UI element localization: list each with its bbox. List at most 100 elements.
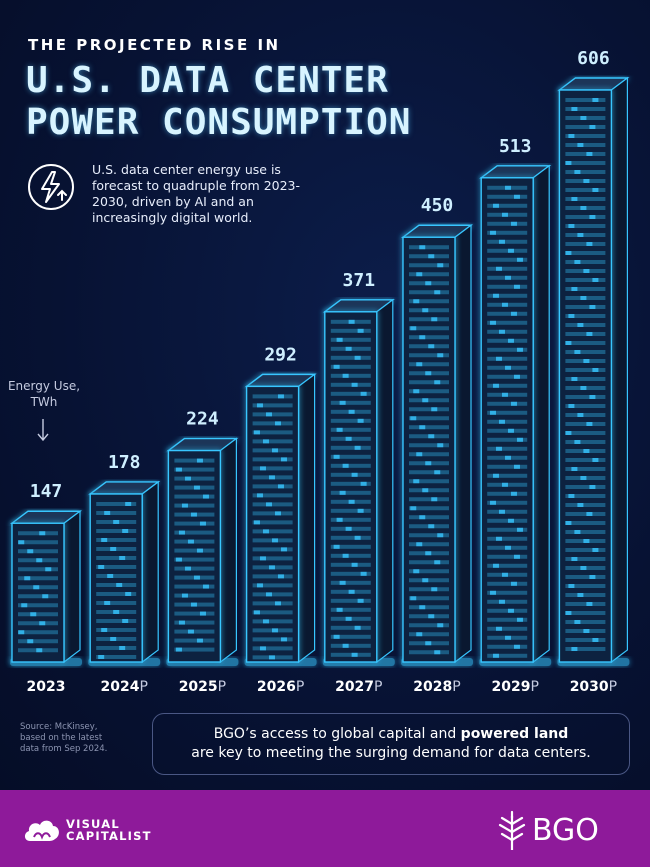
category-suffix: P (452, 679, 460, 695)
server-light (271, 538, 278, 543)
server-light (507, 608, 514, 613)
server-unit (96, 564, 137, 569)
server-unit (18, 612, 58, 617)
server-light (425, 461, 432, 466)
server-unit (565, 125, 606, 129)
y-axis-label-line2: TWh (30, 395, 58, 409)
server-light (104, 510, 111, 515)
server-unit (409, 560, 449, 565)
server-unit (330, 364, 371, 369)
server-unit (174, 629, 215, 634)
server-light (580, 566, 587, 570)
server-unit (487, 428, 528, 433)
server-unit (409, 263, 449, 268)
server-unit (487, 653, 528, 658)
server-light (565, 431, 572, 435)
server-unit (409, 380, 449, 385)
server-light (416, 452, 423, 457)
server-unit (330, 517, 371, 522)
server-unit (18, 576, 58, 581)
server-unit (330, 454, 371, 459)
server-light (413, 299, 420, 304)
server-unit (565, 458, 606, 462)
server-light (256, 493, 263, 498)
server-light (510, 581, 517, 586)
server-unit (174, 476, 215, 481)
server-unit (565, 611, 606, 615)
bar-2026 (244, 373, 317, 666)
server-unit (565, 431, 606, 435)
server-unit (565, 557, 606, 561)
server-light (425, 551, 432, 556)
server-unit (96, 654, 137, 659)
server-unit (96, 510, 137, 515)
server-light (422, 398, 429, 403)
server-light (39, 531, 46, 536)
server-unit (565, 260, 606, 264)
server-light (274, 421, 281, 426)
server-light (345, 616, 352, 621)
server-unit (565, 503, 606, 507)
server-light (339, 580, 346, 585)
server-light (354, 535, 361, 540)
bar-2027 (322, 298, 395, 666)
server-light (495, 266, 502, 271)
server-light (586, 242, 593, 246)
server-light (504, 545, 511, 550)
server-light (583, 269, 590, 273)
server-light (437, 533, 444, 538)
server-light (571, 467, 578, 471)
server-unit (330, 562, 371, 567)
bar-side-face (219, 437, 237, 664)
server-unit (252, 646, 293, 651)
server-unit (565, 485, 606, 489)
bar-front-face (480, 177, 534, 663)
server-unit (409, 479, 449, 484)
server-unit (96, 600, 137, 605)
server-unit (565, 134, 606, 138)
server-unit (409, 398, 449, 403)
server-unit (18, 630, 58, 635)
server-unit (409, 488, 449, 493)
server-unit (252, 547, 293, 552)
server-light (571, 107, 578, 111)
server-light (495, 356, 502, 361)
server-unit (330, 337, 371, 342)
server-unit (409, 470, 449, 475)
server-unit (330, 328, 371, 333)
server-light (489, 500, 496, 505)
server-light (434, 380, 441, 385)
server-unit (487, 329, 528, 334)
server-unit (409, 353, 449, 358)
server-unit (565, 404, 606, 408)
value-label: 224 (186, 409, 219, 430)
vc-line1: VISUAL (66, 817, 120, 831)
server-light (113, 609, 120, 614)
server-light (492, 383, 499, 388)
server-unit (409, 290, 449, 295)
server-light (501, 392, 508, 397)
server-light (419, 245, 426, 250)
server-light (580, 206, 587, 210)
server-unit (96, 501, 137, 506)
server-light (36, 648, 43, 653)
server-light (492, 473, 499, 478)
y-axis-label: Energy Use, TWh (6, 378, 82, 410)
server-light (30, 612, 37, 617)
server-light (574, 620, 581, 624)
server-unit (96, 618, 137, 623)
server-light (577, 413, 584, 417)
category-year: 2025 (179, 679, 218, 695)
server-unit (487, 266, 528, 271)
server-light (489, 320, 496, 325)
server-light (416, 542, 423, 547)
server-light (580, 296, 587, 300)
server-light (513, 284, 520, 289)
server-light (113, 519, 120, 524)
server-unit (565, 251, 606, 255)
server-unit (565, 575, 606, 579)
server-light (422, 308, 429, 313)
server-light (265, 592, 272, 597)
category-label: 2027P (335, 679, 382, 695)
cloud-logo-icon (24, 820, 59, 841)
